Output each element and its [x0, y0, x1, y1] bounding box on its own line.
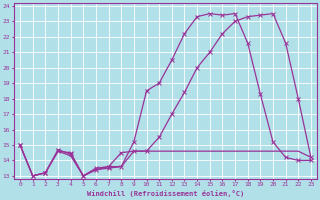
- X-axis label: Windchill (Refroidissement éolien,°C): Windchill (Refroidissement éolien,°C): [87, 190, 244, 197]
